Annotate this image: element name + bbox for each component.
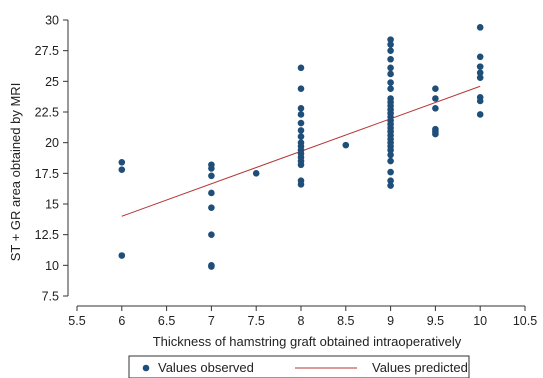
data-point bbox=[208, 172, 215, 180]
y-tick-label: 20 bbox=[45, 136, 59, 150]
x-tick-label: 6 bbox=[118, 314, 125, 328]
x-tick-label: 10.5 bbox=[513, 314, 537, 328]
data-point bbox=[297, 111, 305, 118]
legend: Values observed Values predicted bbox=[128, 355, 470, 378]
data-point bbox=[118, 166, 126, 173]
observed-points-group bbox=[118, 24, 484, 270]
data-point bbox=[476, 111, 484, 118]
data-point bbox=[387, 151, 394, 159]
y-tick-label: 27.5 bbox=[35, 44, 59, 58]
x-tick-label: 8.5 bbox=[337, 314, 354, 328]
legend-label-observed: Values observed bbox=[158, 360, 254, 375]
data-point bbox=[476, 24, 484, 31]
x-tick-label: 9 bbox=[387, 314, 394, 328]
y-tick-label: 12.5 bbox=[35, 228, 59, 242]
data-point bbox=[387, 168, 394, 176]
y-tick-label: 17.5 bbox=[35, 167, 59, 181]
x-axis-ticks: 5.5 6 6.5 7 7.5 8 8.5 9 9.5 10 10.5 bbox=[68, 306, 537, 328]
data-point bbox=[208, 204, 215, 211]
x-axis-title: Thickness of hamstring graft obtained in… bbox=[153, 334, 462, 349]
data-point bbox=[387, 182, 394, 189]
data-point bbox=[432, 105, 439, 112]
data-point bbox=[252, 170, 260, 177]
y-tick-label: 30 bbox=[45, 14, 59, 28]
x-tick-label: 6.5 bbox=[158, 314, 175, 328]
legend-label-predicted: Values predicted bbox=[372, 360, 468, 375]
data-point bbox=[476, 63, 484, 70]
data-point bbox=[387, 41, 394, 48]
data-point bbox=[432, 130, 439, 138]
data-point bbox=[476, 53, 484, 61]
y-tick-label: 22.5 bbox=[35, 106, 59, 120]
data-point bbox=[342, 141, 350, 149]
data-point bbox=[432, 85, 439, 92]
y-tick-label: 7.5 bbox=[42, 290, 59, 304]
data-point bbox=[476, 74, 484, 81]
legend-marker-observed bbox=[142, 364, 150, 372]
data-point bbox=[297, 161, 305, 169]
data-point bbox=[387, 177, 394, 184]
data-point bbox=[297, 85, 305, 92]
y-tick-label: 25 bbox=[45, 75, 59, 89]
data-point bbox=[208, 189, 215, 197]
data-point bbox=[387, 64, 394, 72]
y-axis-title: ST + GR area obtained by MRI bbox=[8, 83, 23, 262]
x-tick-label: 10 bbox=[473, 314, 487, 328]
data-point bbox=[297, 64, 305, 72]
data-point bbox=[118, 158, 126, 166]
data-point bbox=[387, 146, 394, 154]
data-point bbox=[476, 69, 484, 77]
x-tick-label: 7 bbox=[208, 314, 215, 328]
x-tick-label: 5.5 bbox=[68, 314, 85, 328]
data-point bbox=[387, 47, 394, 54]
data-point bbox=[208, 231, 215, 238]
x-tick-label: 8 bbox=[298, 314, 305, 328]
data-point bbox=[387, 157, 394, 165]
data-point bbox=[476, 97, 484, 105]
data-point bbox=[387, 85, 394, 92]
data-point bbox=[208, 263, 215, 270]
y-axis-ticks: 7.5 10 12.5 15 17.5 20 22.5 25 27.5 30 bbox=[35, 14, 68, 304]
data-point bbox=[387, 36, 394, 43]
data-point bbox=[208, 165, 215, 172]
data-point bbox=[297, 133, 305, 140]
data-point bbox=[297, 105, 305, 112]
data-point bbox=[297, 119, 305, 127]
data-point bbox=[297, 181, 305, 188]
data-point bbox=[432, 95, 439, 102]
x-tick-label: 9.5 bbox=[427, 314, 444, 328]
data-point bbox=[387, 70, 394, 78]
y-tick-label: 15 bbox=[45, 198, 59, 212]
plot-frame bbox=[67, 20, 525, 307]
data-point bbox=[297, 127, 305, 134]
data-point bbox=[118, 252, 126, 259]
data-point bbox=[387, 79, 394, 86]
y-tick-label: 10 bbox=[45, 259, 59, 273]
x-tick-label: 7.5 bbox=[248, 314, 265, 328]
data-point bbox=[387, 55, 394, 63]
legend-box bbox=[128, 355, 470, 378]
